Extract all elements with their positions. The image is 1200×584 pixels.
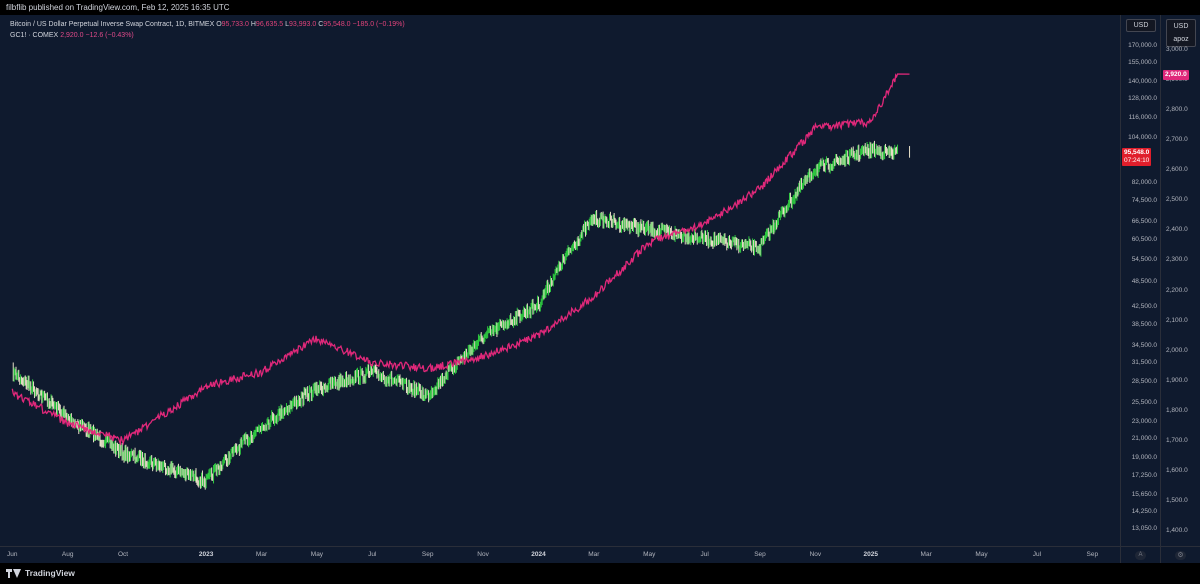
- gold-axis-tick: 1,700.0: [1166, 436, 1188, 444]
- time-axis-tick: May: [975, 551, 988, 558]
- legend-gold-change: −12.6 (−0.43%): [85, 32, 134, 39]
- time-axis-tick: Sep: [754, 551, 766, 558]
- btc-axis-tick: 82,000.0: [1131, 178, 1157, 186]
- legend-btc-change: −185.0 (−0.19%): [352, 21, 405, 28]
- right-unit-label[interactable]: USD apoz: [1166, 19, 1196, 47]
- time-axis-tick: Sep: [1086, 551, 1099, 558]
- btc-axis-tick: 170,000.0: [1128, 41, 1157, 49]
- chart-legend: Bitcoin / US Dollar Perpetual Inverse Sw…: [10, 19, 405, 41]
- time-axis-tick: Sep: [421, 551, 434, 558]
- btc-axis-tick: 19,000.0: [1131, 454, 1157, 462]
- btc-axis-tick: 104,000.0: [1128, 134, 1157, 142]
- btc-axis-tick: 31,500.0: [1131, 359, 1157, 367]
- time-axis-tick: Mar: [255, 551, 268, 558]
- btc-axis-tick: 28,500.0: [1131, 377, 1157, 385]
- btc-axis-tick: 38,500.0: [1131, 321, 1157, 329]
- btc-axis-tick: 74,500.0: [1131, 197, 1157, 205]
- btc-bar-countdown: 07:24:10: [1124, 157, 1150, 165]
- legend-gold-name: GC1! · COMEX: [10, 32, 59, 39]
- btc-axis-tick: 54,500.0: [1131, 255, 1157, 263]
- legend-gold-value: 2,920.0: [60, 32, 84, 39]
- btc-candles: [12, 140, 911, 490]
- btc-axis-tick: 17,250.0: [1131, 472, 1157, 480]
- legend-btc-close: 95,548.0: [323, 21, 351, 28]
- gold-axis-tick: 1,800.0: [1166, 406, 1188, 414]
- btc-axis-tick: 66,500.0: [1131, 218, 1157, 226]
- btc-axis-tick: 116,000.0: [1128, 113, 1157, 121]
- gold-axis-tick: 2,400.0: [1166, 226, 1188, 234]
- btc-last-price: 95,548.0: [1124, 149, 1150, 157]
- gold-price-axis[interactable]: USD apoz 3,000.02,900.02,800.02,700.02,6…: [1160, 15, 1200, 546]
- btc-axis-tick: 14,250.0: [1131, 508, 1157, 516]
- time-axis-tick: Nov: [809, 551, 822, 558]
- legend-btc-row: Bitcoin / US Dollar Perpetual Inverse Sw…: [10, 21, 405, 28]
- time-axis-tick: Jul: [700, 551, 709, 558]
- time-axis-tick: 2024: [531, 551, 546, 558]
- time-axis-tick: Jun: [7, 551, 18, 558]
- gold-last-price-tag: 2,920.0: [1163, 70, 1189, 81]
- gold-axis-tick: 2,200.0: [1166, 286, 1188, 294]
- axis-corner-right: ⚙: [1160, 546, 1200, 563]
- btc-axis-tick: 34,500.0: [1131, 341, 1157, 349]
- gold-axis-tick: 1,900.0: [1166, 376, 1188, 384]
- footer: TradingView: [0, 563, 1200, 584]
- time-axis-tick: May: [310, 551, 324, 558]
- btc-axis-tick: 15,650.0: [1131, 490, 1157, 498]
- btc-axis-tick: 13,050.0: [1131, 524, 1157, 532]
- btc-axis-tick: 21,000.0: [1131, 435, 1157, 443]
- time-axis-tick: Mar: [920, 551, 932, 558]
- chart-area[interactable]: [0, 15, 1120, 558]
- tradingview-logo-icon: [6, 568, 22, 578]
- legend-btc-open: 95,733.0: [221, 21, 249, 28]
- gold-axis-tick: 1,400.0: [1166, 526, 1188, 534]
- time-axis[interactable]: Jun Aug Oct 2023 Mar May Jul Sep Nov 2024 Mar May Ju…: [0, 546, 1160, 563]
- time-axis-tick: Aug: [61, 551, 74, 558]
- btc-axis-tick: 23,000.0: [1131, 418, 1157, 426]
- legend-btc-high: 96,635.5: [255, 21, 284, 28]
- btc-axis-tick: 48,500.0: [1131, 277, 1157, 285]
- btc-axis-tick: 140,000.0: [1128, 78, 1157, 86]
- gold-axis-tick: 2,500.0: [1166, 196, 1188, 204]
- legend-gold-row: GC1! · COMEX 2,920.0 −12.6 (−0.43%): [10, 30, 405, 41]
- tradingview-brand[interactable]: TradingView: [6, 568, 75, 578]
- legend-btc-name: Bitcoin / US Dollar Perpetual Inverse Sw…: [10, 21, 215, 28]
- btc-axis-tick: 128,000.0: [1128, 95, 1157, 103]
- settings-icon[interactable]: ⚙: [1175, 551, 1186, 560]
- time-axis-tick: Nov: [477, 551, 489, 558]
- left-unit-label[interactable]: USD: [1126, 19, 1156, 32]
- legend-btc-low: 93,993.0: [289, 21, 317, 28]
- time-axis-tick: Oct: [118, 551, 129, 558]
- time-axis-tick: Jul: [368, 551, 377, 558]
- gold-axis-tick: 2,700.0: [1166, 136, 1188, 144]
- btc-axis-tick: 42,500.0: [1131, 302, 1157, 310]
- btc-last-price-tag: 95,548.0 07:24:10: [1122, 148, 1152, 167]
- time-axis-tick: Jul: [1032, 551, 1042, 558]
- time-axis-tick: Mar: [588, 551, 600, 558]
- gold-axis-tick: 1,500.0: [1166, 496, 1188, 504]
- gold-axis-tick: 2,800.0: [1166, 106, 1188, 114]
- price-chart[interactable]: [0, 15, 1120, 546]
- gold-axis-tick: 2,100.0: [1166, 316, 1188, 324]
- axis-corner-left: A: [1120, 546, 1160, 563]
- time-axis-tick: 2023: [198, 551, 214, 558]
- time-axis-tick: May: [643, 551, 656, 558]
- btc-axis-tick: 60,500.0: [1131, 236, 1157, 244]
- published-header: filbflib published on TradingView.com, F…: [0, 0, 1200, 15]
- btc-price-axis[interactable]: USD 170,000.0 155,000.0 140,000.0 128,000.0…: [1120, 15, 1160, 546]
- gold-axis-tick: 1,600.0: [1166, 466, 1188, 474]
- gold-axis-tick: 2,600.0: [1166, 166, 1188, 174]
- gold-axis-tick: 2,300.0: [1166, 256, 1188, 264]
- gold-axis-tick: 3,000.0: [1166, 46, 1188, 54]
- btc-axis-tick: 25,500.0: [1131, 398, 1157, 406]
- gold-series-line: [11, 73, 910, 446]
- auto-scale-button[interactable]: A: [1135, 551, 1146, 560]
- btc-axis-tick: 155,000.0: [1128, 59, 1157, 67]
- gold-axis-tick: 2,000.0: [1166, 346, 1188, 354]
- time-axis-tick: 2025: [863, 551, 878, 558]
